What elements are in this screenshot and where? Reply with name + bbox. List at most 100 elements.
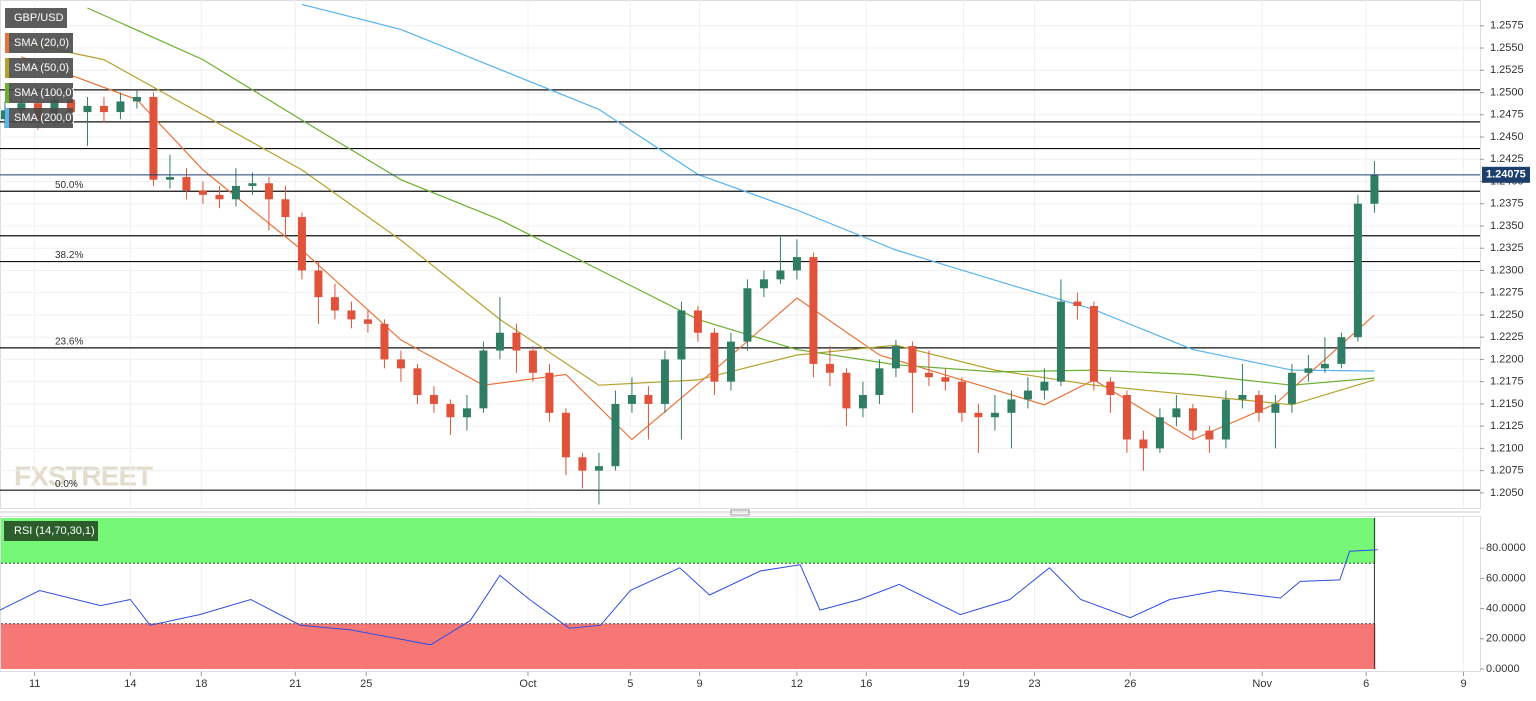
candle-body	[941, 377, 950, 382]
legend-box	[5, 8, 67, 28]
candle-body	[611, 403, 620, 467]
y-tick-label: 40.0000	[1486, 603, 1526, 615]
candle-body	[248, 183, 257, 186]
candle-body	[215, 194, 224, 200]
x-tick-label: 25	[360, 678, 372, 690]
candle-body	[1106, 381, 1115, 396]
candle-body	[1188, 408, 1197, 431]
candle-body	[66, 99, 75, 113]
candle-body	[413, 368, 422, 396]
y-tick-label: 1.2325	[1490, 242, 1524, 254]
candle-body	[776, 270, 785, 280]
legend-label: GBP/USD	[14, 12, 64, 24]
fib-label: 23.6%	[55, 337, 83, 348]
y-tick-label: 1.2150	[1490, 398, 1524, 410]
candle-body	[545, 372, 554, 413]
legend-box	[5, 58, 73, 78]
legend-label: SMA (200,0)	[14, 112, 75, 124]
y-tick-label: 20.0000	[1486, 633, 1526, 645]
candle-body	[594, 466, 603, 471]
y-tick-label: 1.2350	[1490, 220, 1524, 232]
candle-body	[875, 368, 884, 396]
candle-body	[660, 359, 669, 404]
candle-body	[1040, 381, 1049, 391]
legend-label: SMA (50,0)	[14, 62, 69, 74]
candle-body	[1172, 408, 1181, 418]
y-tick-label: 1.2075	[1490, 465, 1524, 477]
legend-swatch	[5, 58, 9, 78]
candle-body	[1205, 430, 1214, 440]
y-tick-label: 60.0000	[1486, 572, 1526, 584]
candle-body	[1122, 395, 1131, 440]
x-tick-label: Nov	[1252, 678, 1272, 690]
candle-body	[1353, 203, 1362, 338]
candle-body	[578, 457, 587, 471]
fib-label: 50.0%	[55, 180, 83, 191]
candle-body	[561, 412, 570, 458]
candle-body	[297, 217, 306, 271]
fib-label: 38.2%	[55, 250, 83, 261]
y-tick-label: 1.2450	[1490, 131, 1524, 143]
candle-body	[710, 332, 719, 382]
candle-body	[330, 297, 339, 311]
candle-body	[809, 257, 818, 364]
legend-swatch	[5, 83, 9, 103]
legend-box	[5, 83, 73, 103]
candle-body	[314, 270, 323, 298]
x-tick-label: 19	[957, 678, 969, 690]
candle-body	[1023, 390, 1032, 400]
candle-body	[924, 372, 933, 378]
overbought-zone	[1, 518, 1376, 564]
x-tick-label: 6	[1363, 678, 1369, 690]
x-tick-label: 21	[289, 678, 301, 690]
candle-body	[479, 350, 488, 409]
legend-label: SMA (100,0)	[14, 87, 75, 99]
x-tick-label: 11	[29, 678, 40, 690]
candle-body	[1056, 301, 1065, 382]
oversold-zone	[1, 623, 1376, 669]
candle-body	[396, 359, 405, 369]
y-tick-label: 1.2525	[1490, 64, 1524, 76]
x-tick-label: 14	[124, 678, 136, 690]
x-tick-label: 12	[791, 678, 803, 690]
sma-line	[4, 38, 1375, 406]
resize-handle[interactable]	[730, 509, 750, 516]
candle-body	[792, 257, 801, 271]
y-tick-label: 1.2575	[1490, 20, 1524, 32]
candle-body	[677, 310, 686, 360]
candle-body	[957, 381, 966, 413]
candle-body	[693, 310, 702, 333]
candle-body	[743, 288, 752, 342]
candle-body	[1370, 174, 1379, 204]
candle-body	[990, 412, 999, 418]
y-tick-label: 0.0000	[1486, 663, 1520, 675]
legend-swatch	[5, 108, 9, 128]
candle-body	[231, 185, 240, 200]
candle-body	[165, 177, 174, 180]
y-tick-label: 1.2275	[1490, 287, 1524, 299]
y-tick-label: 1.2475	[1490, 109, 1524, 121]
x-tick-label: 9	[697, 678, 703, 690]
x-tick-label: 18	[195, 678, 207, 690]
candle-body	[1254, 395, 1263, 413]
candle-body	[908, 346, 917, 373]
legend-label: RSI (14,70,30,1)	[14, 525, 95, 537]
candle-body	[858, 395, 867, 409]
y-tick-label: 1.2200	[1490, 353, 1524, 365]
candle-body	[1287, 372, 1296, 404]
y-tick-label: 1.2050	[1490, 487, 1524, 499]
candle-body	[17, 103, 26, 111]
y-tick-label: 1.2175	[1490, 376, 1524, 388]
y-tick-label: 1.2425	[1490, 153, 1524, 165]
candle-body	[264, 183, 273, 200]
candle-body	[1320, 363, 1329, 369]
candle-body	[380, 323, 389, 360]
y-tick-label: 1.2300	[1490, 264, 1524, 276]
legend-box	[5, 33, 73, 53]
candle-body	[1304, 368, 1313, 373]
candle-body	[281, 199, 290, 218]
candle-body	[495, 332, 504, 351]
candle-body	[1139, 439, 1148, 449]
sma-line	[301, 3, 1375, 372]
